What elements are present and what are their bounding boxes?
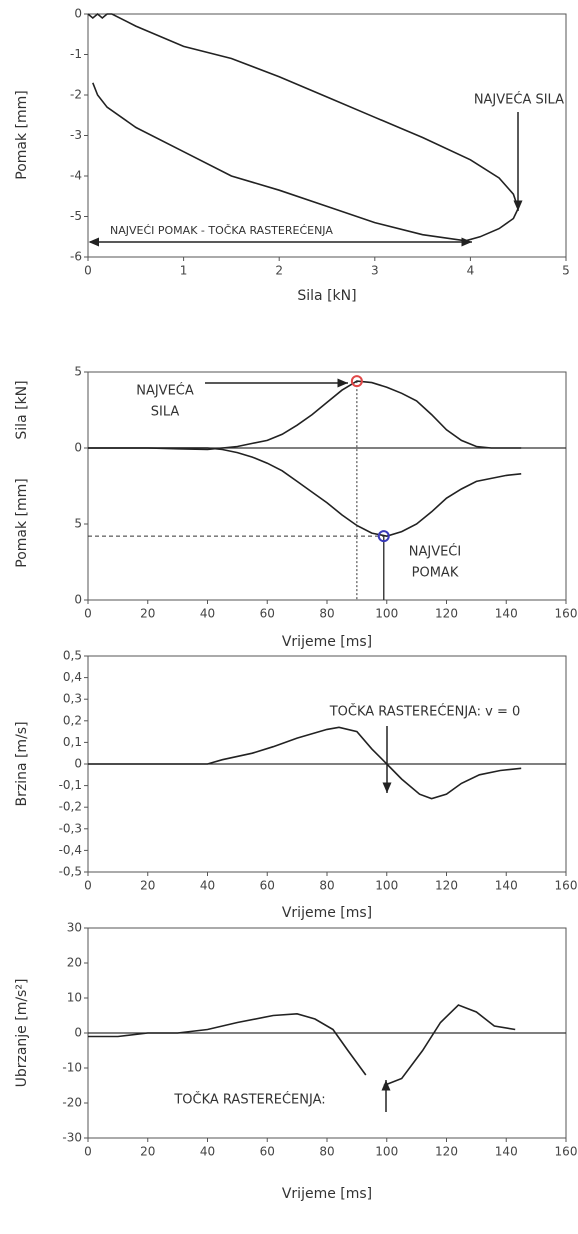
x-tick-label: 20 [140,607,155,621]
y-tick-label: 0 [74,757,82,771]
y-tick-label: 0 [74,441,82,455]
marker [350,375,363,388]
y-tick-label: -4 [70,169,82,183]
x-tick-label: 140 [495,879,518,893]
x-tick-label: 0 [84,264,92,278]
x-tick-label: 80 [319,607,334,621]
annotation: NAJVEĆI POMAK - TOČKA RASTEREĆENJA [110,224,333,237]
y-tick-label: -3 [70,128,82,142]
annotation: POMAK [412,566,459,581]
x-tick-label: 120 [435,879,458,893]
data-line [88,1004,516,1087]
y-tick-label: -10 [62,1061,82,1075]
annotation: NAJVEĆA [136,383,194,399]
x-tick-label: 120 [435,1145,458,1159]
data-line [88,380,522,451]
y-tick-label: -6 [70,250,82,264]
y-tick-label: 0 [74,7,82,21]
x-tick-label: 60 [260,1145,275,1159]
x-tick-label: 160 [555,607,578,621]
y-tick-label: -0,2 [59,800,82,814]
data-line [88,447,522,538]
y-axis-label: Ubrzanje [m/s²] [14,979,30,1088]
x-tick-label: 40 [200,879,215,893]
y-tick-label: -30 [62,1131,82,1145]
x-tick-label: 0 [84,1145,92,1159]
y-tick-label: 5 [74,365,82,379]
y-axis-label: Pomak [mm] [14,90,30,179]
x-tick-label: 100 [375,879,398,893]
x-tick-label: 40 [200,607,215,621]
x-tick-label: 60 [260,879,275,893]
x-tick-label: 140 [495,1145,518,1159]
y-tick-label: -0,5 [59,865,82,879]
x-tick-label: 5 [562,264,570,278]
annotation: TOČKA RASTEREĆENJA: [173,1092,325,1108]
annotation: NAJVEĆA SILA [474,92,564,108]
x-tick-label: 3 [371,264,379,278]
x-tick-label: 0 [84,607,92,621]
y-tick-label: -0,4 [59,843,82,857]
x-axis-label: Vrijeme [ms] [282,905,372,921]
y-tick-label: 0,1 [63,735,82,749]
y-tick-label: -5 [70,209,82,223]
y-tick-label: 0,4 [63,670,82,684]
x-tick-label: 160 [555,1145,578,1159]
y-tick-label: 10 [67,991,82,1005]
x-tick-label: 2 [275,264,283,278]
annotation: TOČKA RASTEREĆENJA: v = 0 [329,704,521,720]
y-tick-label: 5 [74,517,82,531]
y-axis-label: Sila [kN] [14,380,30,439]
x-tick-label: 80 [319,1145,334,1159]
y-tick-label: -1 [70,47,82,61]
y-tick-label: 30 [67,921,82,935]
annotation: NAJVEĆI [409,544,461,560]
y-tick-label: -20 [62,1096,82,1110]
data-line [88,726,522,800]
x-tick-label: 1 [180,264,188,278]
y-tick-label: 0,5 [63,649,82,663]
x-tick-label: 80 [319,879,334,893]
x-tick-label: 0 [84,879,92,893]
x-tick-label: 100 [375,1145,398,1159]
x-axis-label: Vrijeme [ms] [282,634,372,650]
marker [377,530,390,543]
y-tick-label: 0 [74,1026,82,1040]
x-tick-label: 20 [140,1145,155,1159]
x-tick-label: 160 [555,879,578,893]
x-tick-label: 120 [435,607,458,621]
data-line [87,12,520,242]
y-axis-label: Brzina [m/s] [14,721,30,806]
x-axis-label: Vrijeme [ms] [282,1186,372,1202]
y-tick-label: -0,3 [59,821,82,835]
x-axis-label: Sila [kN] [297,288,356,304]
x-tick-label: 140 [495,607,518,621]
y-tick-label: -2 [70,88,82,102]
y-tick-label: 0,2 [63,713,82,727]
plot-frame [87,13,567,258]
y-tick-label: 20 [67,956,82,970]
annotation: SILA [151,405,180,420]
y-tick-label: 0 [74,593,82,607]
x-tick-label: 60 [260,607,275,621]
x-tick-label: 20 [140,879,155,893]
y-axis-label: Pomak [mm] [14,478,30,567]
x-tick-label: 40 [200,1145,215,1159]
x-tick-label: 4 [467,264,475,278]
y-tick-label: 0,3 [63,692,82,706]
y-tick-label: -0,1 [59,778,82,792]
x-tick-label: 100 [375,607,398,621]
